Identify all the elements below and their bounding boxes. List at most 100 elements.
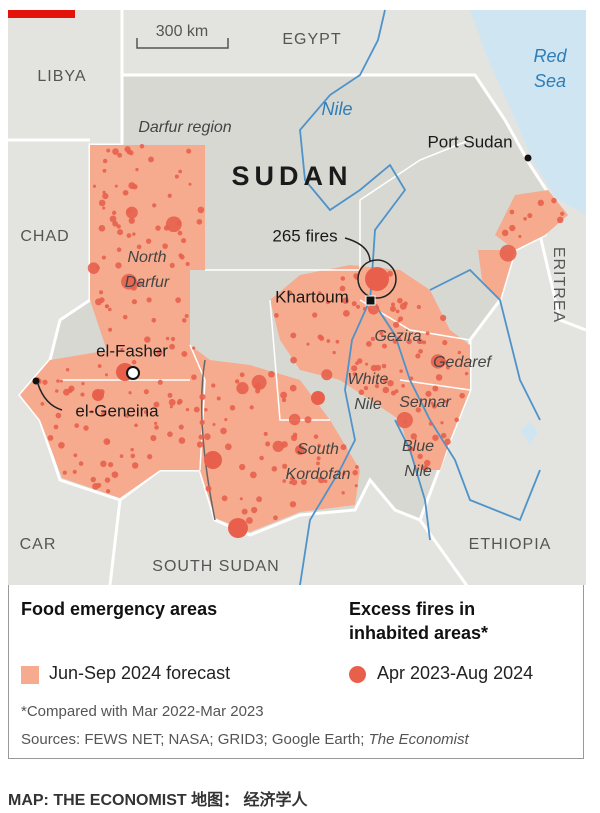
fire-dot — [537, 199, 544, 207]
fire-dot — [366, 341, 372, 347]
footnote: *Compared with Mar 2022-Mar 2023 — [21, 703, 264, 720]
fire-dot — [180, 237, 187, 244]
fire-dot — [178, 424, 184, 430]
fire-dot — [191, 374, 197, 380]
fire-dot — [556, 216, 564, 224]
fire-dot — [282, 463, 288, 469]
fire-dot — [396, 336, 402, 341]
fire-dot — [342, 472, 346, 476]
map-label: Gedaref — [433, 354, 492, 371]
legend-title: Excess fires in inhabited areas* — [349, 599, 489, 643]
fire-dot — [135, 167, 139, 172]
fire-dot — [374, 384, 380, 389]
fire-dot — [317, 443, 322, 448]
fire-dot — [188, 182, 192, 186]
fire-dot — [157, 379, 163, 385]
fire-dot — [216, 396, 221, 401]
map-label-line: Darfur — [125, 274, 170, 291]
fire-dot — [55, 389, 59, 393]
fire-dots — [35, 143, 565, 538]
fire-dot — [178, 437, 186, 444]
fire-dot — [409, 376, 414, 381]
fire-dot — [518, 234, 522, 239]
fire-dot — [47, 434, 54, 441]
fire-dot — [169, 343, 176, 350]
fire-dot — [122, 189, 129, 196]
fire-dot — [415, 407, 421, 413]
el-fasher-marker — [126, 366, 140, 380]
fire-dot — [326, 339, 331, 343]
fire-dot — [136, 280, 143, 287]
fire-dot — [560, 211, 565, 216]
fire-dot — [416, 304, 421, 310]
fire-dot — [224, 418, 228, 422]
fire-dot — [98, 224, 106, 232]
fire-dot — [442, 340, 448, 346]
fire-dot — [289, 480, 293, 485]
map-label-line: Sea — [534, 71, 566, 91]
fire-dot — [121, 273, 137, 290]
fire-dot — [177, 230, 183, 236]
fire-dot — [440, 358, 447, 366]
fire-dot — [332, 350, 336, 355]
fire-dot — [355, 361, 359, 366]
fire-dot — [175, 297, 181, 303]
fire-dot — [165, 216, 182, 233]
fire-dot — [176, 400, 182, 405]
fire-dot — [74, 423, 80, 428]
fire-dot — [148, 156, 154, 163]
lake — [520, 422, 538, 445]
fire-dot — [154, 425, 159, 430]
fire-dot — [143, 389, 149, 395]
fire-dot — [432, 434, 439, 441]
fire-dot — [300, 479, 307, 485]
map-label: South Kordofan — [286, 441, 351, 483]
fire-dot — [440, 314, 447, 322]
fire-dot — [162, 243, 168, 249]
fire-dot — [317, 291, 322, 295]
scale-bar — [136, 38, 229, 49]
fire-dot — [342, 309, 350, 317]
fire-dot — [263, 431, 268, 436]
map-label: North Darfur — [125, 249, 170, 291]
fire-dot — [401, 384, 405, 388]
fire-dot — [268, 370, 275, 378]
legend-title: Food emergency areas — [21, 599, 218, 619]
fire-dot — [197, 206, 205, 214]
fire-dot — [352, 372, 357, 376]
map-label-line: Kordofan — [286, 466, 351, 483]
map-label: EGYPT — [282, 31, 341, 48]
fire-dot — [87, 262, 100, 275]
map-label: SOUTH SUDAN — [152, 558, 279, 575]
map: 300 km EGYPT LIBYA Red Sea Darfur region Nile… — [8, 9, 587, 585]
fire-dot — [90, 476, 97, 483]
fire-dot — [340, 444, 347, 451]
fire-dot — [291, 479, 298, 486]
fire-dot — [392, 339, 398, 344]
red-sea — [470, 10, 586, 215]
fire-dot — [441, 432, 447, 439]
map-label-line: White — [348, 371, 389, 388]
map-label-line: Red — [533, 46, 567, 66]
rivers — [299, 9, 541, 585]
fire-dot — [62, 470, 67, 475]
fire-dot — [432, 385, 439, 392]
fire-dot — [128, 217, 135, 224]
fire-dot — [289, 501, 297, 508]
fire-dot — [363, 385, 369, 391]
fire-dot — [444, 399, 448, 403]
fire-dot — [341, 491, 345, 495]
map-label-line: North — [127, 249, 166, 266]
fire-dot — [431, 403, 437, 409]
fire-dot — [220, 427, 227, 435]
fire-dot — [319, 335, 325, 341]
fire-dot — [499, 244, 517, 262]
fire-dot — [335, 339, 340, 344]
fire-dot — [509, 224, 516, 232]
fire-dot — [417, 453, 423, 460]
fire-dot — [104, 373, 109, 377]
legend-swatch — [21, 666, 39, 684]
fire-dot — [256, 496, 263, 503]
fire-dot — [117, 152, 123, 158]
